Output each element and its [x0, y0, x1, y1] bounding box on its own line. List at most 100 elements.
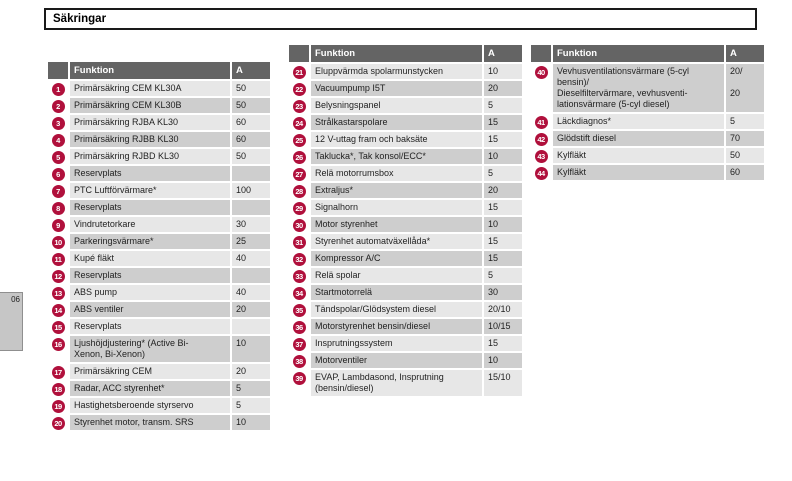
fuse-function: Reservplats	[70, 166, 230, 181]
fuse-number-cell: 21	[289, 64, 309, 79]
fuse-amp: 50	[232, 81, 270, 96]
fuse-function: Primärsäkring RJBA KL30	[70, 115, 230, 130]
fuse-table-3: Funktion A 40 Vevhusventilationsvärmare (5-…	[531, 45, 764, 180]
fuse-function: Reservplats	[70, 319, 230, 334]
fuse-function: Belysningspanel	[311, 98, 482, 113]
fuse-amp: 50	[232, 149, 270, 164]
fuse-amp	[232, 268, 270, 283]
fuse-function: Glödstift diesel	[553, 131, 724, 146]
fuse-amp: 10	[484, 353, 522, 368]
fuse-number-cell: 29	[289, 200, 309, 215]
fuse-number-badge: 15	[51, 321, 65, 334]
page-title: Säkringar	[53, 13, 107, 25]
fuse-amp: 60	[232, 132, 270, 147]
fuse-number-badge: 34	[292, 287, 306, 300]
fuse-number-badge: 18	[51, 383, 65, 396]
fuse-amp: 40	[232, 251, 270, 266]
fuse-function: Primärsäkring CEM KL30A	[70, 81, 230, 96]
fuse-amp: 10	[484, 64, 522, 79]
fuse-function: Primärsäkring CEM KL30B	[70, 98, 230, 113]
fuse-number-badge: 20	[51, 417, 65, 430]
fuse-number-badge: 25	[292, 134, 306, 147]
function-column-header: Funktion	[311, 45, 482, 62]
fuse-amp: 20	[232, 302, 270, 317]
fuse-number-cell: 36	[289, 319, 309, 334]
fuse-number-badge: 31	[292, 236, 306, 249]
fuse-function: Extraljus*	[311, 183, 482, 198]
fuse-amp: 5	[484, 98, 522, 113]
fuse-number-cell: 41	[531, 114, 551, 129]
fuse-number-cell: 39	[289, 370, 309, 396]
fuse-number-cell: 10	[48, 234, 68, 249]
function-column-header: Funktion	[70, 62, 230, 79]
fuse-number-cell: 32	[289, 251, 309, 266]
fuse-function: ABS ventiler	[70, 302, 230, 317]
fuse-function: Hastighetsberoende styrservo	[70, 398, 230, 413]
fuse-table-2: Funktion A 21 Eluppvärmda spolarmunstycken 1…	[289, 45, 522, 396]
fuse-number-badge: 35	[292, 304, 306, 317]
fuse-function: Motor styrenhet	[311, 217, 482, 232]
fuse-number-badge: 26	[292, 151, 306, 164]
fuse-number-badge: 13	[51, 287, 65, 300]
fuse-amp: 15	[484, 251, 522, 266]
fuse-amp: 50	[726, 148, 764, 163]
fuse-number-badge: 21	[292, 66, 306, 79]
fuse-number-cell: 6	[48, 166, 68, 181]
fuse-amp: 60	[726, 165, 764, 180]
fuse-function: Reservplats	[70, 268, 230, 283]
fuse-number-cell: 2	[48, 98, 68, 113]
fuse-number-cell: 34	[289, 285, 309, 300]
fuse-amp: 15/10	[484, 370, 522, 396]
fuse-number-badge: 33	[292, 270, 306, 283]
fuse-function: Styrenhet motor, transm. SRS	[70, 415, 230, 430]
fuse-number-badge: 22	[292, 83, 306, 96]
fuse-amp: 20	[484, 183, 522, 198]
fuse-function: Styrenhet automatväxellåda*	[311, 234, 482, 249]
fuse-function: Kompressor A/C	[311, 251, 482, 266]
fuse-number-cell: 18	[48, 381, 68, 396]
fuse-function: Vacuumpump I5T	[311, 81, 482, 96]
fuse-amp: 15	[484, 234, 522, 249]
fuse-number-badge: 38	[292, 355, 306, 368]
fuse-function: Eluppvärmda spolarmunstycken	[311, 64, 482, 79]
fuse-function: Primärsäkring RJBD KL30	[70, 149, 230, 164]
fuse-amp: 5	[484, 268, 522, 283]
fuse-function: Taklucka*, Tak konsol/ECC*	[311, 149, 482, 164]
fuse-function: Tändspolar/Glödsystem diesel	[311, 302, 482, 317]
fuse-function: Kylfläkt	[553, 148, 724, 163]
fuse-number-badge: 39	[292, 372, 306, 385]
fuse-amp	[232, 200, 270, 215]
fuse-amp: 100	[232, 183, 270, 198]
fuse-amp: 50	[232, 98, 270, 113]
fuse-function: Insprutningssystem	[311, 336, 482, 351]
fuse-number-badge: 10	[51, 236, 65, 249]
fuse-amp: 30	[484, 285, 522, 300]
fuse-amp: 15	[484, 132, 522, 147]
fuse-number-cell: 8	[48, 200, 68, 215]
function-column-header: Funktion	[553, 45, 724, 62]
fuse-number-badge: 24	[292, 117, 306, 130]
fuse-amp: 15	[484, 115, 522, 130]
fuse-number-cell: 1	[48, 81, 68, 96]
fuse-number-cell: 28	[289, 183, 309, 198]
fuse-function: Signalhorn	[311, 200, 482, 215]
fuse-amp: 20	[232, 364, 270, 379]
fuse-number-badge: 19	[51, 400, 65, 413]
fuse-number-badge: 12	[51, 270, 65, 283]
fuse-number-badge: 16	[51, 338, 65, 351]
fuse-number-badge: 2	[51, 100, 65, 113]
fuse-function: Startmotorrelä	[311, 285, 482, 300]
fuse-amp: 30	[232, 217, 270, 232]
fuse-amp: 20	[484, 81, 522, 96]
fuse-number-badge: 17	[51, 366, 65, 379]
fuse-amp: 10	[484, 149, 522, 164]
fuse-number-badge: 5	[51, 151, 65, 164]
fuse-function: Reservplats	[70, 200, 230, 215]
fuse-number-cell: 14	[48, 302, 68, 317]
fuse-function: Kylfläkt	[553, 165, 724, 180]
fuse-number-badge: 1	[51, 83, 65, 96]
fuse-number-badge: 7	[51, 185, 65, 198]
fuse-function: EVAP, Lambdasond, Insprutning (bensin/di…	[311, 370, 482, 396]
fuse-number-cell: 4	[48, 132, 68, 147]
fuse-number-badge: 14	[51, 304, 65, 317]
